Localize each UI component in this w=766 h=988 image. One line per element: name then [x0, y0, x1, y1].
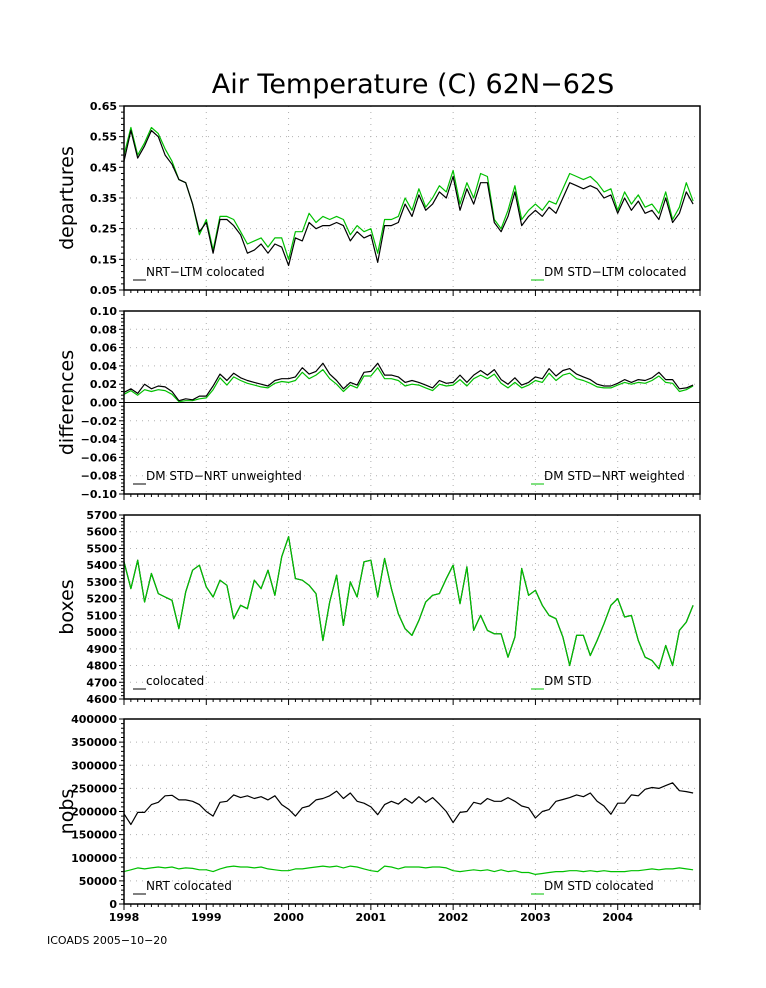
legend-label-1: NRT colocated [146, 879, 232, 893]
x-tick-label: 1998 [109, 911, 140, 924]
y-tick-label: 5400 [86, 559, 117, 572]
panel-differences: 0.10 0.08 0.06 0.04 0.02 0.00 −0.02 −0.04 −0.06 −… [56, 305, 701, 501]
chart-panels: 0.65 0.55 0.45 0.35 0.25 0.15 0.05 departures NR… [56, 100, 701, 924]
y-tick-label: 4800 [86, 660, 117, 673]
y-tick-label: −0.02 [81, 415, 117, 428]
y-tick-label: 0.00 [90, 397, 117, 410]
y-tick-label: 0.25 [90, 223, 117, 236]
x-tick-label: 2003 [520, 911, 551, 924]
series-line-green [123, 865, 694, 876]
legend-label-2: DM STD [544, 674, 592, 688]
legend-label-2: DM STD−NRT weighted [544, 469, 685, 483]
y-tick-label: 400000 [71, 713, 117, 726]
series-line-black [123, 782, 694, 826]
y-tick-label: 5700 [86, 509, 117, 522]
y-tick-label: 0.65 [90, 100, 117, 113]
y-axis-label: boxes [56, 579, 78, 634]
series-line-black [123, 536, 694, 670]
y-tick-label: −0.06 [81, 451, 118, 464]
y-tick-label: 0.15 [90, 253, 117, 266]
panel-frame [123, 105, 701, 291]
panel-frame [123, 718, 701, 905]
y-tick-label: 4900 [86, 643, 117, 656]
panel-frame [123, 514, 701, 700]
series-line-black [123, 362, 694, 402]
x-tick-label: 2001 [356, 911, 387, 924]
y-tick-label: 5600 [86, 526, 117, 539]
series-line-green [123, 126, 694, 260]
y-tick-label: 0.06 [90, 342, 117, 355]
chart-title: Air Temperature (C) 62N−62S [212, 69, 614, 100]
panel-frame [123, 310, 701, 495]
y-tick-label: 4600 [86, 693, 117, 706]
y-tick-label: 0.04 [90, 360, 117, 373]
y-tick-label: 250000 [71, 782, 117, 795]
y-tick-label: −0.04 [81, 433, 118, 446]
y-tick-label: 5000 [86, 626, 117, 639]
y-tick-label: 0.55 [90, 131, 117, 144]
y-axis-label: nobs [56, 789, 78, 835]
y-tick-label: 5500 [86, 542, 117, 555]
panel-boxes: 5700 5600 5500 5400 5300 5200 5100 5000 4900 4800… [56, 509, 701, 706]
legend-label-1: DM STD−NRT unweighted [146, 469, 302, 483]
y-tick-label: 100000 [71, 852, 117, 865]
footer-source: ICOADS 2005−10−20 [47, 934, 167, 947]
y-axis-label: departures [56, 146, 78, 250]
y-tick-label: 5300 [86, 576, 117, 589]
y-tick-label: 300000 [71, 759, 117, 772]
y-tick-label: 0.08 [90, 323, 117, 336]
x-tick-label: 2000 [273, 911, 304, 924]
y-axis-label: differences [56, 350, 78, 455]
y-tick-label: 0.10 [90, 305, 117, 318]
y-tick-label: 0.35 [90, 192, 117, 205]
y-tick-label: 5200 [86, 593, 117, 606]
y-tick-label: 0.05 [90, 284, 117, 297]
y-tick-label: −0.08 [81, 470, 117, 483]
series-line-green [123, 536, 694, 670]
y-tick-label: 350000 [71, 736, 117, 749]
series-line-green [123, 367, 694, 403]
legend-label-2: DM STD−LTM colocated [544, 265, 686, 279]
panel-nobs: 400000 350000 300000 250000 200000 150000 1000… [56, 713, 701, 924]
y-tick-label: 200000 [71, 806, 117, 819]
series-line-black [123, 129, 694, 267]
x-tick-label: 2004 [602, 911, 633, 924]
x-tick-label: 1999 [191, 911, 222, 924]
panel-departures: 0.65 0.55 0.45 0.35 0.25 0.15 0.05 departures NR… [56, 100, 701, 297]
y-tick-label: 50000 [79, 875, 118, 888]
y-tick-label: 0 [109, 898, 117, 911]
legend-label-1: colocated [146, 674, 204, 688]
y-tick-label: 5100 [86, 609, 117, 622]
y-tick-label: −0.10 [81, 488, 118, 501]
legend-label-1: NRT−LTM colocated [146, 265, 265, 279]
y-tick-label: 150000 [71, 829, 117, 842]
y-tick-label: 0.02 [90, 378, 117, 391]
x-tick-label: 2002 [438, 911, 469, 924]
y-tick-label: 0.45 [90, 161, 117, 174]
legend-label-2: DM STD colocated [544, 879, 654, 893]
y-tick-label: 4700 [86, 676, 117, 689]
